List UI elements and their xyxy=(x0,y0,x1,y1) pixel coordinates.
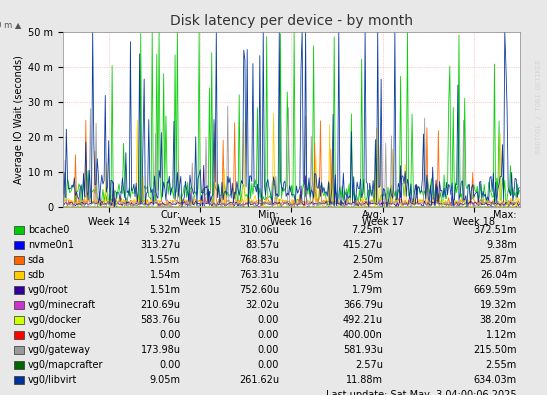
Text: Cur:: Cur: xyxy=(160,210,181,220)
Text: 50 m ▲: 50 m ▲ xyxy=(0,20,21,29)
Text: 372.51m: 372.51m xyxy=(473,225,517,235)
Text: 1.51m: 1.51m xyxy=(149,285,181,295)
Text: 7.25m: 7.25m xyxy=(352,225,383,235)
Text: RRDTOOL / TOBI OETIKER: RRDTOOL / TOBI OETIKER xyxy=(536,60,542,153)
Text: 9.38m: 9.38m xyxy=(486,240,517,250)
Text: 32.02u: 32.02u xyxy=(245,300,279,310)
Text: bcache0: bcache0 xyxy=(28,225,69,235)
Text: vg0/home: vg0/home xyxy=(28,330,77,340)
Text: 9.05m: 9.05m xyxy=(149,375,181,386)
Text: 25.87m: 25.87m xyxy=(480,255,517,265)
Text: 0.00: 0.00 xyxy=(258,345,279,356)
Text: 400.00n: 400.00n xyxy=(343,330,383,340)
Text: nvme0n1: nvme0n1 xyxy=(28,240,74,250)
Text: 0.00: 0.00 xyxy=(258,330,279,340)
Text: 19.32m: 19.32m xyxy=(480,300,517,310)
Text: 583.76u: 583.76u xyxy=(141,315,181,325)
Text: 313.27u: 313.27u xyxy=(141,240,181,250)
Text: vg0/mapcrafter: vg0/mapcrafter xyxy=(28,360,103,371)
Text: vg0/minecraft: vg0/minecraft xyxy=(28,300,96,310)
Text: vg0/libvirt: vg0/libvirt xyxy=(28,375,77,386)
Text: 752.60u: 752.60u xyxy=(238,285,279,295)
Text: sdb: sdb xyxy=(28,270,45,280)
Text: 581.93u: 581.93u xyxy=(343,345,383,356)
Text: 1.79m: 1.79m xyxy=(352,285,383,295)
Text: 5.32m: 5.32m xyxy=(149,225,181,235)
Text: 2.57u: 2.57u xyxy=(355,360,383,371)
Text: Avg:: Avg: xyxy=(362,210,383,220)
Text: 26.04m: 26.04m xyxy=(480,270,517,280)
Text: 0.00: 0.00 xyxy=(159,330,181,340)
Text: 492.21u: 492.21u xyxy=(343,315,383,325)
Text: 0.00: 0.00 xyxy=(258,360,279,371)
Text: 1.12m: 1.12m xyxy=(486,330,517,340)
Text: 2.50m: 2.50m xyxy=(352,255,383,265)
Text: 366.79u: 366.79u xyxy=(343,300,383,310)
Text: 768.83u: 768.83u xyxy=(239,255,279,265)
Text: vg0/gateway: vg0/gateway xyxy=(28,345,91,356)
Text: 0.00: 0.00 xyxy=(159,360,181,371)
Text: Max:: Max: xyxy=(493,210,517,220)
Text: Min:: Min: xyxy=(258,210,279,220)
Text: sda: sda xyxy=(28,255,45,265)
Text: 1.54m: 1.54m xyxy=(149,270,181,280)
Text: 261.62u: 261.62u xyxy=(239,375,279,386)
Text: 215.50m: 215.50m xyxy=(473,345,517,356)
Text: 634.03m: 634.03m xyxy=(474,375,517,386)
Text: 0.00: 0.00 xyxy=(258,315,279,325)
Text: Last update: Sat May  3 04:00:06 2025: Last update: Sat May 3 04:00:06 2025 xyxy=(327,390,517,395)
Text: 83.57u: 83.57u xyxy=(245,240,279,250)
Text: 415.27u: 415.27u xyxy=(342,240,383,250)
Text: 173.98u: 173.98u xyxy=(141,345,181,356)
Text: 2.45m: 2.45m xyxy=(352,270,383,280)
Text: 210.69u: 210.69u xyxy=(141,300,181,310)
Text: vg0/docker: vg0/docker xyxy=(28,315,82,325)
Text: 2.55m: 2.55m xyxy=(486,360,517,371)
Title: Disk latency per device - by month: Disk latency per device - by month xyxy=(170,14,413,28)
Text: 1.55m: 1.55m xyxy=(149,255,181,265)
Text: 763.31u: 763.31u xyxy=(239,270,279,280)
Y-axis label: Average IO Wait (seconds): Average IO Wait (seconds) xyxy=(14,55,24,184)
Text: vg0/root: vg0/root xyxy=(28,285,68,295)
Text: 11.88m: 11.88m xyxy=(346,375,383,386)
Text: 310.06u: 310.06u xyxy=(239,225,279,235)
Text: 669.59m: 669.59m xyxy=(474,285,517,295)
Text: 38.20m: 38.20m xyxy=(480,315,517,325)
